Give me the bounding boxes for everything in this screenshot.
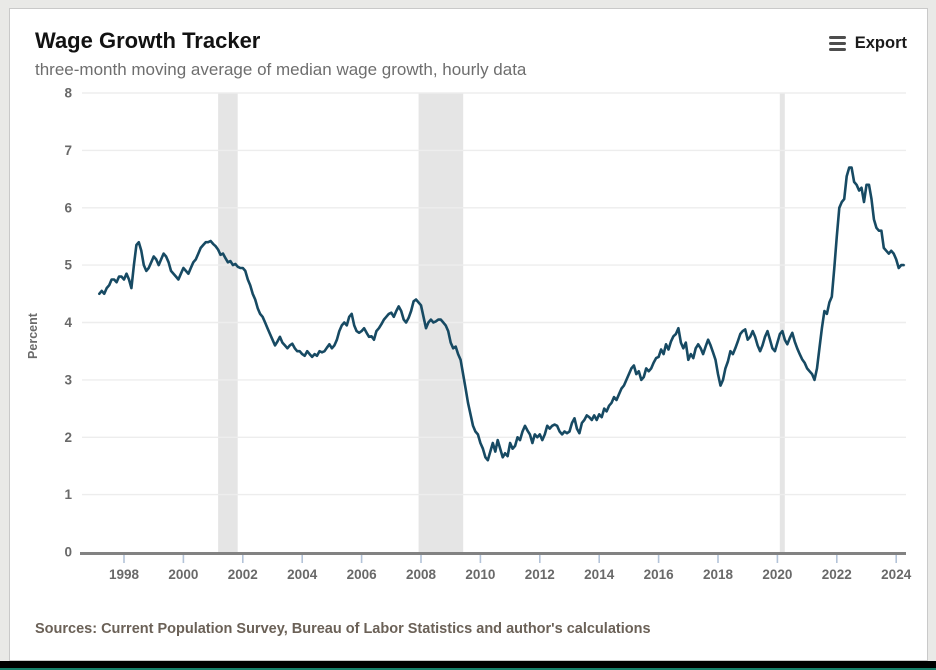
x-axis-label: 2006: [347, 567, 378, 582]
export-button[interactable]: Export: [823, 30, 913, 57]
y-axis-label: 3: [64, 372, 72, 387]
y-axis-label: 6: [64, 200, 72, 215]
x-axis-label: 2018: [703, 567, 734, 582]
y-axis-label: 7: [64, 143, 72, 158]
wage-growth-line: [98, 166, 905, 462]
bottom-bar: [0, 661, 936, 668]
x-axis-label: 2020: [762, 567, 792, 582]
chart-canvas: 0 1 2 3 4 5 6 7 8 1998 2000 2002 2004 2006 2008 2010 201…: [26, 86, 912, 582]
y-axis-label: 2: [64, 430, 72, 445]
chart-subtitle: three-month moving average of median wag…: [35, 60, 527, 80]
x-axis-label: 2004: [287, 567, 318, 582]
y-axis-title: Percent: [26, 312, 40, 359]
bottom-accent-line: [0, 668, 936, 670]
x-axis-label: 2022: [822, 567, 852, 582]
y-axis-label: 1: [64, 487, 72, 502]
x-axis-label: 2008: [406, 567, 437, 582]
x-axis-label: 2024: [881, 567, 912, 582]
chart-card: Wage Growth Tracker three-month moving a…: [9, 8, 928, 661]
y-axis-label: 5: [64, 258, 72, 273]
y-axis-label: 8: [64, 86, 72, 101]
x-axis-label: 2000: [168, 567, 198, 582]
x-axis-label: 2012: [525, 567, 555, 582]
wage-growth-chart: 0 1 2 3 4 5 6 7 8 1998 2000 2002 2004 2006 2008 2010 201…: [10, 86, 927, 606]
x-axis-line: [80, 552, 906, 555]
chart-header: Wage Growth Tracker three-month moving a…: [10, 9, 927, 80]
hamburger-menu-icon: [828, 36, 846, 51]
y-axis-label: 0: [64, 545, 72, 560]
x-axis-label: 2016: [644, 567, 675, 582]
page-title: Wage Growth Tracker: [35, 28, 261, 53]
x-axis-label: 2014: [584, 567, 615, 582]
x-axis-label: 2010: [465, 567, 495, 582]
export-button-label: Export: [854, 34, 907, 52]
source-note: Sources: Current Population Survey, Bure…: [35, 621, 651, 637]
x-axis-label: 2002: [228, 567, 258, 582]
y-axis-label: 4: [64, 315, 72, 330]
x-axis-label: 1998: [109, 567, 140, 582]
